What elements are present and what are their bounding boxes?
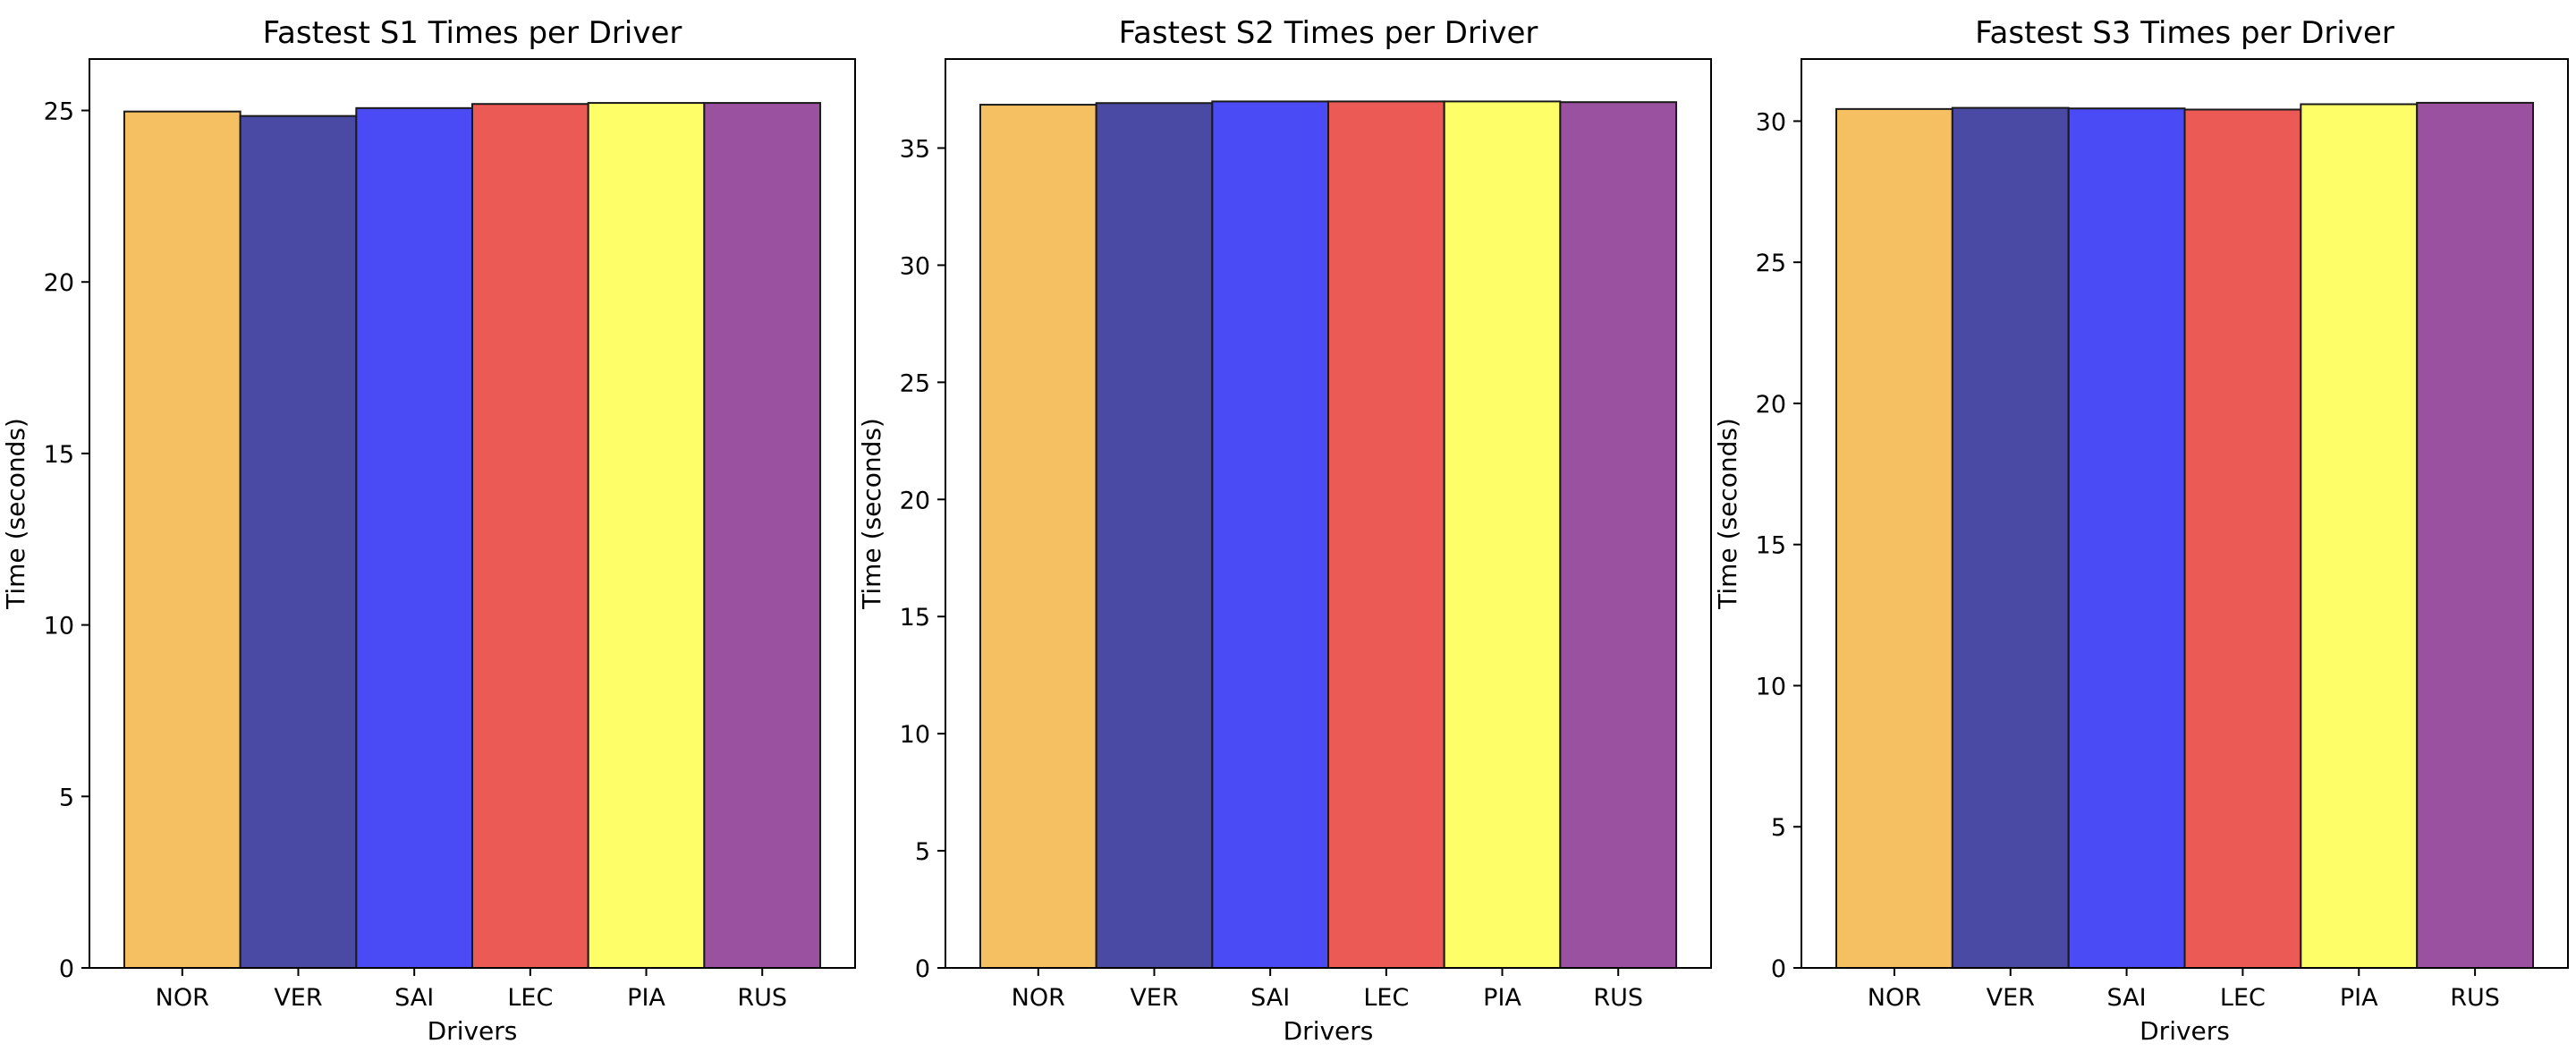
y-axis-label: Time (seconds) [857,418,886,610]
y-tick-label: 0 [915,955,930,983]
y-tick-label: 0 [1771,955,1786,983]
y-tick-label: 20 [1756,391,1786,419]
bar-nor [979,104,1097,970]
x-tick-label: PIA [2340,984,2378,1012]
x-tick-label: RUS [1593,984,1643,1012]
y-tick-label: 25 [44,98,74,126]
x-tick-label: PIA [627,984,665,1012]
x-tick-label: LEC [1363,984,1409,1012]
y-tick-label: 5 [59,784,74,811]
plot-frame [1801,58,2569,969]
bar-nor [1835,107,1953,969]
bar-sai [355,106,474,969]
y-tick-label: 35 [900,136,930,164]
y-tick-label: 15 [1756,532,1786,560]
bar-nor [123,110,242,970]
x-tick-label: NOR [1012,984,1065,1012]
x-tick-label: RUS [2450,984,2500,1012]
y-tick-label: 25 [900,369,930,397]
y-tick-label: 20 [900,487,930,514]
chart-2: 0 5 10 15 20 25 30 35 NOR VER SAI LEC PIA RUS Fastest … [857,15,1712,1046]
bar-sai [2067,107,2186,969]
y-axis-label: Time (seconds) [1713,418,1742,610]
chart-title: Fastest S2 Times per Driver [1119,15,1538,51]
y-tick-label: 10 [44,613,74,641]
y-tick-label: 20 [44,269,74,297]
bar-lec [1327,100,1445,969]
x-axis-label: Drivers [428,1016,518,1046]
bar-lec [2183,108,2302,970]
x-tick-label: VER [274,984,322,1012]
x-tick-label: NOR [156,984,209,1012]
bar-rus [2416,101,2535,969]
y-tick-label: 5 [915,838,930,866]
x-tick-label: SAI [1250,984,1290,1012]
x-tick-label: VER [1987,984,2035,1012]
y-tick-label: 15 [900,604,930,632]
bar-sai [1211,100,1330,969]
x-tick-label: SAI [2107,984,2147,1012]
plot-frame [945,58,1712,969]
x-tick-label: PIA [1483,984,1521,1012]
chart-1: 0 5 10 15 20 25 NOR VER SAI LEC PIA RUS Fastest S1 T… [1,15,856,1046]
y-tick-label: 15 [44,441,74,469]
x-tick-label: SAI [394,984,434,1012]
bar-pia [587,102,706,970]
bar-ver [239,115,358,969]
chart-title: Fastest S1 Times per Driver [263,15,682,51]
bar-pia [2300,103,2419,969]
bar-ver [1095,102,1214,969]
y-tick-label: 10 [900,721,930,749]
chart-3: 0 5 10 15 20 25 30 NOR VER SAI LEC PIA RUS Fastest S3… [1713,15,2569,1046]
bar-rus [1559,101,1678,969]
x-axis-label: Drivers [1284,1016,1374,1046]
y-tick-label: 10 [1756,673,1786,700]
y-axis-label: Time (seconds) [1,418,30,610]
chart-title: Fastest S3 Times per Driver [1975,15,2394,51]
bar-rus [703,102,822,970]
x-tick-label: RUS [737,984,787,1012]
x-tick-label: NOR [1868,984,1921,1012]
x-tick-label: LEC [507,984,553,1012]
x-tick-label: LEC [2220,984,2266,1012]
y-tick-label: 30 [1756,108,1786,136]
bar-pia [1443,100,1562,969]
y-tick-label: 30 [900,252,930,280]
bar-ver [1951,106,2070,969]
y-tick-label: 5 [1771,814,1786,842]
x-axis-label: Drivers [2140,1016,2230,1046]
bar-lec [471,103,589,969]
y-tick-label: 0 [59,955,74,983]
x-tick-label: VER [1130,984,1178,1012]
plot-frame [89,58,856,969]
y-tick-label: 25 [1756,250,1786,277]
